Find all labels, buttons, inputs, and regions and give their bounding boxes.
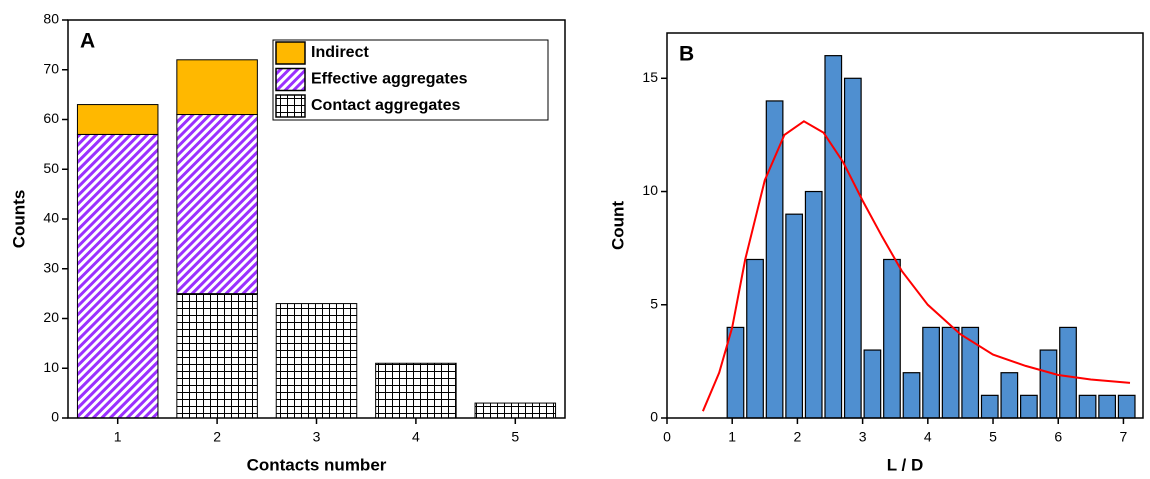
y-tick-label: 30 <box>43 259 59 275</box>
y-tick-label: 70 <box>43 60 59 76</box>
x-tick-label: 6 <box>1054 429 1062 445</box>
x-tick-label: 2 <box>213 429 221 445</box>
y-tick-label: 0 <box>51 409 59 425</box>
x-tick-label: 3 <box>859 429 867 445</box>
legend-swatch <box>275 41 306 65</box>
bar-segment <box>76 133 159 419</box>
bar-segment <box>474 402 557 419</box>
y-tick-label: 60 <box>43 110 59 126</box>
histogram-bar <box>1078 394 1097 419</box>
histogram-bar <box>746 258 764 419</box>
histogram-bar <box>1059 326 1077 419</box>
y-tick-label: 10 <box>43 359 59 375</box>
panel-label: A <box>80 30 95 53</box>
y-tick-label: 5 <box>650 295 658 311</box>
histogram-bar <box>824 55 843 419</box>
legend-box <box>272 39 549 121</box>
y-tick-label: 0 <box>650 409 658 425</box>
x-axis-label: Contacts number <box>247 455 387 474</box>
histogram-bar <box>863 349 882 419</box>
fit-curve <box>701 120 1131 412</box>
histogram-bar <box>1098 394 1117 419</box>
x-tick-label: 4 <box>924 429 932 445</box>
x-axis-label: L / D <box>887 455 924 474</box>
x-tick-label: 4 <box>412 429 420 445</box>
histogram-bar <box>902 372 921 419</box>
histogram-bar <box>883 258 901 419</box>
histogram-bar <box>922 326 940 419</box>
histogram-bar <box>1020 394 1038 419</box>
histogram-bar <box>765 100 784 419</box>
y-tick-label: 80 <box>43 11 59 27</box>
histogram-bar <box>726 326 745 419</box>
histogram-bar <box>785 213 804 419</box>
legend-swatch <box>275 94 306 118</box>
legend-swatch <box>275 67 306 92</box>
x-tick-label: 5 <box>989 429 997 445</box>
legend-label: Effective aggregates <box>311 71 468 88</box>
bar-segment <box>375 362 457 419</box>
legend-label: Indirect <box>311 44 369 61</box>
x-tick-label: 7 <box>1120 429 1128 445</box>
y-tick-label: 10 <box>642 182 658 198</box>
legend-label: Contact aggregates <box>311 97 460 114</box>
histogram-bar <box>1000 372 1019 419</box>
bar-segment <box>176 114 258 295</box>
histogram-bar <box>1039 349 1058 419</box>
bar-segment <box>275 303 358 419</box>
histogram-bar <box>980 394 999 419</box>
y-axis-label: Counts <box>9 190 28 249</box>
bar-segment <box>176 59 258 116</box>
y-tick-label: 15 <box>642 69 658 85</box>
x-tick-label: 1 <box>728 429 736 445</box>
plot-frame <box>666 32 1144 419</box>
y-tick-label: 40 <box>43 210 59 226</box>
y-tick-label: 20 <box>43 309 59 325</box>
x-tick-label: 5 <box>511 429 519 445</box>
histogram-bar <box>843 77 862 419</box>
x-tick-label: 0 <box>663 429 671 445</box>
panel-label: B <box>679 43 694 66</box>
y-tick-label: 50 <box>43 160 59 176</box>
histogram-bar <box>804 190 823 419</box>
x-tick-label: 2 <box>794 429 802 445</box>
histogram-bar <box>1117 394 1136 419</box>
bar-segment <box>76 104 159 135</box>
x-tick-label: 3 <box>313 429 321 445</box>
bar-segment <box>176 293 258 419</box>
y-axis-label: Count <box>608 201 627 250</box>
histogram-bar <box>941 326 960 419</box>
x-tick-label: 1 <box>114 429 122 445</box>
